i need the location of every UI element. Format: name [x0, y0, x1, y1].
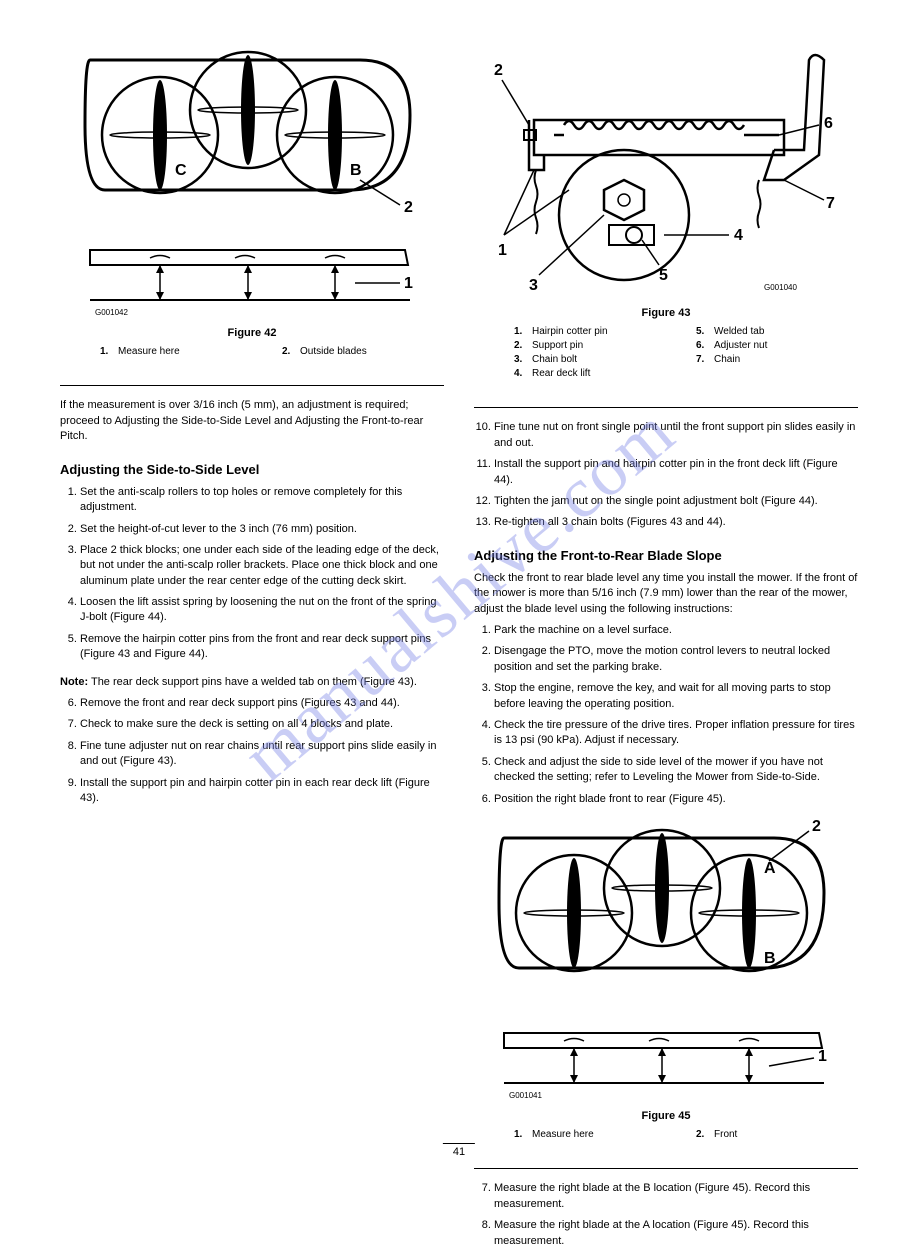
step-item: Place 2 thick blocks; one under each sid… [80, 543, 444, 589]
right-column: 1 2 3 4 5 6 7 G001040 Figure 43 1. Hairpi… [474, 40, 858, 1148]
step-item: Loosen the lift assist spring by looseni… [80, 595, 444, 626]
step-item: Remove the front and rear deck support p… [80, 696, 444, 711]
step-item: Install the support pin and hairpin cott… [80, 776, 444, 807]
svg-text:G001040: G001040 [764, 283, 797, 292]
text: and [274, 415, 292, 427]
step-item: Check to make sure the deck is setting o… [80, 717, 444, 732]
steps-side: Set the anti-scalp rollers to top holes … [60, 485, 444, 669]
divider [474, 1168, 858, 1169]
svg-text:6: 6 [824, 115, 833, 132]
figure-43-legend: 1. Hairpin cotter pin 2. Support pin 3. Cha… [474, 325, 858, 381]
legend-num: 6. [696, 339, 710, 353]
step-item: Fine tune nut on front single point unti… [494, 420, 858, 451]
legend-num: 2. [514, 339, 528, 353]
note-label: Note: [60, 676, 88, 688]
legend-text: Welded tab [714, 325, 764, 339]
figure-42-legend: 1. Measure here 2. Outside blades [60, 345, 444, 359]
final-steps: Measure the right blade at the B locatio… [474, 1181, 858, 1255]
figure-43-diagram: 1 2 3 4 5 6 7 G001040 [474, 40, 844, 300]
svg-text:7: 7 [826, 195, 835, 212]
left-column: C B 2 [60, 40, 444, 1148]
legend-num: 5. [696, 325, 710, 339]
pitch-intro: Check the front to rear blade level any … [474, 571, 858, 617]
paragraph: If the measurement is over 3/16 inch (5 … [60, 398, 444, 444]
legend-text: Measure here [532, 1128, 594, 1142]
figure-42-caption: Figure 42 [60, 326, 444, 341]
figure-45-legend: 1. Measure here 2. Front [474, 1128, 858, 1142]
figure-45: A B 2 1 G001041 Figure 45 [474, 813, 858, 1152]
legend-num: 1. [100, 345, 114, 359]
figure-45-diagram: A B 2 1 G001041 [474, 813, 834, 1103]
steps-right: Fine tune nut on front single point unti… [474, 420, 858, 536]
svg-text:5: 5 [659, 267, 668, 284]
section-title-side-level: Adjusting the Side-to-Side Level [60, 461, 444, 479]
figure-43: 1 2 3 4 5 6 7 G001040 Figure 43 1. Hairpi… [474, 40, 858, 391]
note: Note: The rear deck support pins have a … [60, 675, 444, 690]
legend-text: Rear deck lift [532, 367, 590, 381]
divider [474, 407, 858, 408]
svg-text:3: 3 [529, 277, 538, 294]
link-text: Adjusting the Side-to-Side Level [114, 415, 271, 427]
legend-num: 2. [696, 1128, 710, 1142]
legend-text: Chain bolt [532, 353, 577, 367]
step-item: Install the support pin and hairpin cott… [494, 457, 858, 488]
steps-side-cont: Remove the front and rear deck support p… [60, 696, 444, 812]
svg-text:4: 4 [734, 227, 743, 244]
step-item: Set the height-of-cut lever to the 3 inc… [80, 522, 444, 537]
step-item: Fine tune adjuster nut on rear chains un… [80, 739, 444, 770]
step-item: Disengage the PTO, move the motion contr… [494, 644, 858, 675]
svg-text:1: 1 [498, 242, 507, 259]
callout-2: 2 [404, 199, 413, 216]
svg-text:B: B [764, 950, 776, 967]
step-item: Re-tighten all 3 chain bolts (Figures 43… [494, 515, 858, 530]
legend-num: 1. [514, 1128, 528, 1142]
svg-text:G001041: G001041 [509, 1091, 542, 1100]
legend-num: 2. [282, 345, 296, 359]
legend-num: 1. [514, 325, 528, 339]
step-item: Check the tire pressure of the drive tir… [494, 718, 858, 749]
legend-text: Adjuster nut [714, 339, 767, 353]
figure-42: C B 2 [60, 40, 444, 369]
step-item: Check and adjust the side to side level … [494, 755, 858, 786]
step-item: Park the machine on a level surface. [494, 623, 858, 638]
figure-43-caption: Figure 43 [474, 306, 858, 321]
callout-1: 1 [404, 275, 413, 292]
svg-text:1: 1 [818, 1048, 827, 1065]
callout-c: C [175, 162, 187, 179]
page-number: 41 [443, 1143, 475, 1158]
callout-b: B [350, 162, 362, 179]
svg-text:A: A [764, 860, 776, 877]
legend-text: Support pin [532, 339, 583, 353]
step-item: Stop the engine, remove the key, and wai… [494, 681, 858, 712]
step-item: Measure the right blade at the B locatio… [494, 1181, 858, 1212]
legend-text: Hairpin cotter pin [532, 325, 608, 339]
legend-text: Chain [714, 353, 740, 367]
legend-num: 7. [696, 353, 710, 367]
svg-text:2: 2 [812, 818, 821, 835]
legend-num: 3. [514, 353, 528, 367]
divider [60, 385, 444, 386]
svg-text:2: 2 [494, 62, 503, 79]
figure-42-diagram: C B 2 [60, 40, 420, 320]
step-item: Set the anti-scalp rollers to top holes … [80, 485, 444, 516]
page-content: C B 2 [0, 0, 918, 1188]
pitch-steps: Park the machine on a level surface. Dis… [474, 623, 858, 813]
note-text: The rear deck support pins have a welded… [91, 676, 417, 688]
step-item: Remove the hairpin cotter pins from the … [80, 632, 444, 663]
step-item: Tighten the jam nut on the single point … [494, 494, 858, 509]
step-item: Measure the right blade at the A locatio… [494, 1218, 858, 1249]
legend-text: Measure here [118, 345, 180, 359]
figure-45-caption: Figure 45 [474, 1109, 858, 1124]
legend-num: 4. [514, 367, 528, 381]
figure-code: G001042 [95, 308, 128, 317]
legend-text: Front [714, 1128, 737, 1142]
section-title-pitch: Adjusting the Front-to-Rear Blade Slope [474, 547, 858, 565]
step-item: Position the right blade front to rear (… [494, 792, 858, 807]
legend-text: Outside blades [300, 345, 367, 359]
